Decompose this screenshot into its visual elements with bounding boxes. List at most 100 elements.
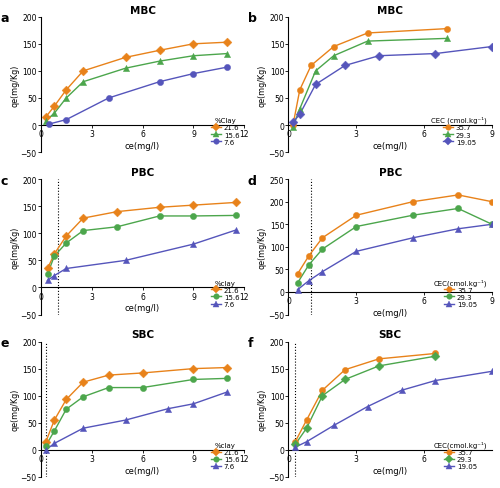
Point	[42, 442, 50, 449]
Point	[318, 245, 326, 253]
Y-axis label: qe(mg/Kg): qe(mg/Kg)	[258, 388, 267, 430]
Point	[104, 384, 112, 392]
Point	[79, 68, 87, 76]
Point	[42, 118, 50, 125]
Point	[305, 252, 313, 260]
Point	[62, 117, 70, 124]
Point	[292, 438, 300, 446]
Point	[224, 388, 232, 396]
Point	[454, 205, 462, 213]
Point	[50, 110, 58, 118]
Y-axis label: qe(mg/Kg): qe(mg/Kg)	[10, 226, 19, 268]
Point	[307, 62, 315, 70]
Point	[443, 36, 451, 43]
Point	[79, 425, 87, 432]
Point	[289, 123, 297, 131]
Point	[330, 43, 338, 51]
Point	[488, 43, 496, 51]
Point	[224, 364, 232, 372]
Point	[488, 367, 496, 375]
Point	[352, 212, 360, 220]
Point	[113, 208, 121, 216]
Point	[330, 53, 338, 61]
Point	[432, 51, 440, 59]
Point	[50, 440, 58, 447]
Legend: 35.7, 29.3, 19.05: 35.7, 29.3, 19.05	[432, 277, 488, 309]
Point	[318, 234, 326, 242]
Point	[398, 386, 406, 394]
Point	[122, 54, 130, 62]
Point	[432, 352, 440, 360]
Point	[190, 202, 198, 210]
Legend: 21.6, 15.6, 7.6: 21.6, 15.6, 7.6	[210, 441, 241, 471]
Legend: 35.7, 29.3, 19.05: 35.7, 29.3, 19.05	[432, 440, 488, 471]
Text: d: d	[248, 174, 256, 187]
Point	[104, 95, 112, 102]
Point	[409, 212, 417, 220]
Point	[232, 199, 240, 207]
Point	[42, 446, 50, 454]
Point	[62, 240, 70, 247]
Text: a: a	[0, 12, 8, 25]
Point	[341, 376, 349, 384]
Point	[409, 234, 417, 242]
Text: c: c	[0, 174, 8, 187]
Point	[190, 400, 198, 408]
Point	[190, 376, 198, 384]
Point	[341, 366, 349, 374]
X-axis label: ce(mg/l): ce(mg/l)	[125, 466, 160, 475]
Text: b: b	[248, 12, 256, 25]
Point	[156, 79, 164, 86]
Point	[44, 277, 52, 285]
Point	[138, 384, 146, 392]
Y-axis label: qe(mg/Kg): qe(mg/Kg)	[10, 388, 19, 430]
Point	[341, 62, 349, 70]
Point	[454, 192, 462, 200]
Point	[318, 392, 326, 400]
Point	[364, 403, 372, 410]
Point	[292, 441, 300, 448]
Point	[302, 416, 310, 424]
Point	[375, 355, 383, 363]
Point	[296, 87, 304, 95]
Point	[292, 443, 300, 451]
Point	[224, 375, 232, 383]
Point	[289, 122, 297, 130]
Point	[50, 103, 58, 111]
Point	[79, 227, 87, 235]
Text: f: f	[248, 336, 254, 349]
Point	[294, 270, 302, 278]
Point	[312, 81, 320, 89]
Y-axis label: qe(mg/Kg): qe(mg/Kg)	[258, 64, 267, 106]
Point	[318, 386, 326, 394]
Point	[79, 393, 87, 401]
Point	[488, 221, 496, 229]
Point	[46, 121, 54, 129]
Point	[164, 405, 172, 413]
X-axis label: ce(mg/l): ce(mg/l)	[372, 308, 408, 317]
X-axis label: ce(mg/l): ce(mg/l)	[372, 466, 408, 475]
Point	[305, 262, 313, 269]
Title: PBC: PBC	[131, 167, 154, 178]
Point	[232, 212, 240, 220]
Point	[156, 213, 164, 221]
Point	[305, 277, 313, 285]
Point	[296, 106, 304, 114]
Point	[432, 377, 440, 385]
Point	[50, 427, 58, 435]
Point	[156, 204, 164, 212]
X-axis label: ce(mg/l): ce(mg/l)	[125, 304, 160, 313]
Point	[190, 41, 198, 49]
Point	[44, 265, 52, 273]
Point	[50, 272, 58, 280]
Point	[138, 369, 146, 377]
Point	[190, 213, 198, 221]
Point	[409, 199, 417, 206]
Point	[104, 371, 112, 379]
Point	[289, 119, 297, 127]
Point	[318, 268, 326, 276]
Point	[50, 416, 58, 424]
Title: SBC: SBC	[378, 330, 402, 340]
Point	[302, 438, 310, 446]
Point	[224, 51, 232, 59]
